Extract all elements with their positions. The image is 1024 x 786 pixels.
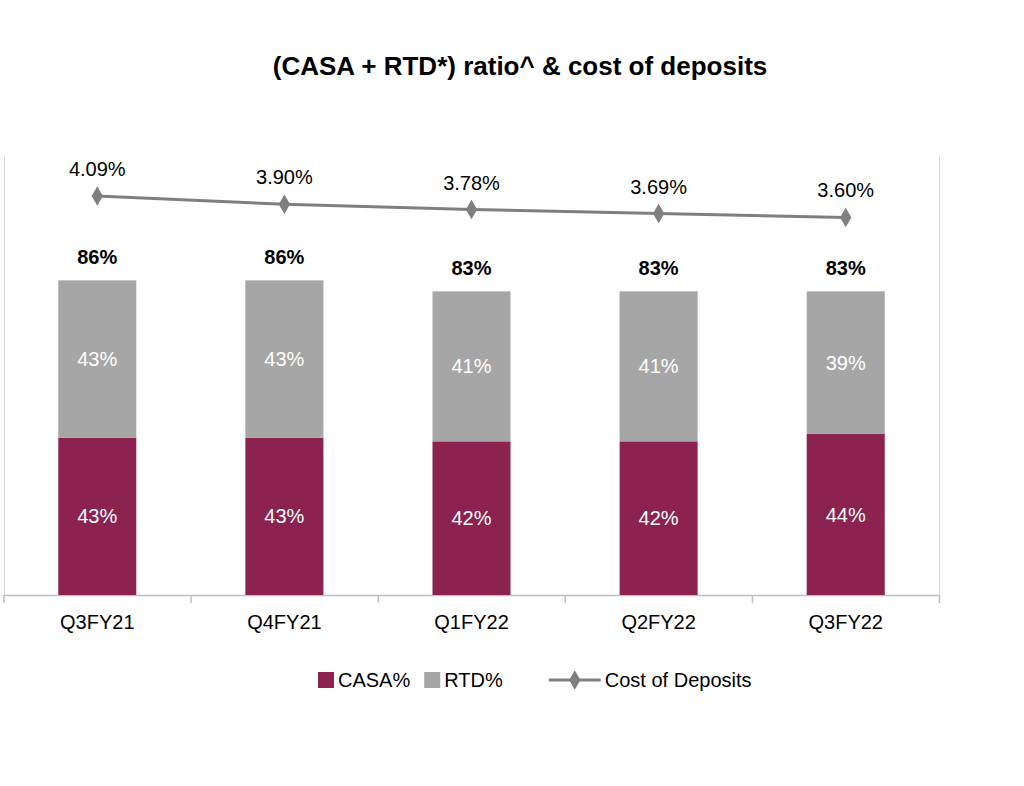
legend: CASA% RTD% Cost of Deposits xyxy=(318,669,752,691)
legend-item: CASA% xyxy=(318,669,410,691)
line-marker xyxy=(466,200,477,220)
legend-swatch xyxy=(318,672,334,688)
x-tick-label: Q4FY21 xyxy=(247,611,321,633)
y-axis xyxy=(4,157,5,596)
chart: (CASA + RTD*) ratio^ & cost of deposits Q… xyxy=(0,0,1024,786)
x-separator xyxy=(377,595,379,603)
x-tick: Q3FY22 xyxy=(808,595,882,633)
line-marker xyxy=(92,186,103,206)
bar-label: 42% xyxy=(451,507,491,529)
line-marker xyxy=(840,208,851,228)
bar-segment xyxy=(58,280,136,437)
legend-item: RTD% xyxy=(424,669,503,691)
bar-segment xyxy=(807,291,885,434)
legend-label: Cost of Deposits xyxy=(605,669,752,691)
bar-segment xyxy=(807,434,885,595)
total-label: 86% xyxy=(264,246,304,268)
bar-segment xyxy=(432,291,510,441)
bar-segment xyxy=(245,280,323,437)
bar-label: 41% xyxy=(451,355,491,377)
x-tick: Q4FY21 xyxy=(247,595,321,633)
bar-label: 39% xyxy=(826,352,866,374)
x-tick: Q1FY22 xyxy=(434,595,508,633)
line-marker xyxy=(279,195,290,215)
bar-label: 43% xyxy=(77,505,117,527)
plot-marks xyxy=(58,186,884,595)
line-marker xyxy=(653,204,664,224)
x-tick: Q3FY21 xyxy=(60,595,134,633)
line-label: 3.78% xyxy=(443,172,500,194)
legend-swatch xyxy=(569,670,580,690)
y2-axis-line xyxy=(939,157,940,596)
x-separator xyxy=(3,595,5,603)
bar-label: 42% xyxy=(639,507,679,529)
x-tick-label: Q2FY22 xyxy=(621,611,695,633)
legend-label: RTD% xyxy=(444,669,503,691)
x-separator xyxy=(752,595,754,603)
legend-label: CASA% xyxy=(338,669,410,691)
x-separator xyxy=(939,595,941,603)
legend-item: Cost of Deposits xyxy=(549,669,752,691)
y2-axis xyxy=(939,157,940,596)
title: (CASA + RTD*) ratio^ & cost of deposits xyxy=(273,51,768,81)
total-label: 83% xyxy=(639,257,679,279)
x-separator xyxy=(565,595,567,603)
x-tick: Q2FY22 xyxy=(621,595,695,633)
data-labels: 43% 43% 42% 42% 44% 43% 43% 41% 41% 39% 86% 86% 83% 8… xyxy=(69,158,874,529)
x-tick-label: Q1FY22 xyxy=(434,611,508,633)
x-axis: Q3FY21 Q4FY21 Q1FY22 Q2FY22 Q3FY22 xyxy=(5,595,940,633)
bar-segment xyxy=(620,291,698,441)
line-label: 4.09% xyxy=(69,158,126,180)
total-label: 86% xyxy=(77,246,117,268)
bar-label: 43% xyxy=(264,348,304,370)
bar-label: 44% xyxy=(826,504,866,526)
y-axis-line xyxy=(4,157,5,596)
x-separator xyxy=(190,595,192,603)
bar-segment xyxy=(58,438,136,595)
bar-label: 43% xyxy=(264,505,304,527)
line-label: 3.90% xyxy=(256,166,313,188)
line-label: 3.60% xyxy=(817,179,874,201)
total-label: 83% xyxy=(826,257,866,279)
x-tick-label: Q3FY22 xyxy=(808,611,882,633)
line-label: 3.69% xyxy=(630,176,687,198)
total-label: 83% xyxy=(451,257,491,279)
bar-segment xyxy=(245,438,323,595)
bar-label: 43% xyxy=(77,348,117,370)
bar-segment xyxy=(432,441,510,595)
x-tick-label: Q3FY21 xyxy=(60,611,134,633)
bar-label: 41% xyxy=(639,355,679,377)
legend-swatch xyxy=(424,672,440,688)
bar-segment xyxy=(620,441,698,595)
